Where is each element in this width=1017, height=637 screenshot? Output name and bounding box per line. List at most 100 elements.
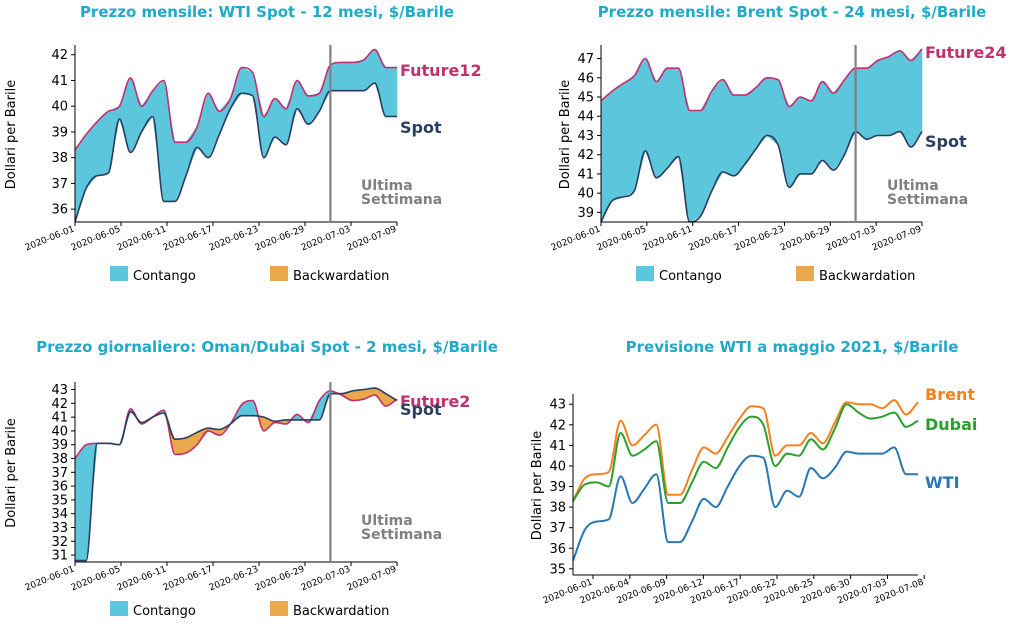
y-tick-label: 39 xyxy=(51,125,68,140)
contango-area xyxy=(755,77,768,150)
x-tick-label: 2020-06-29 xyxy=(254,224,306,253)
legend-contango-swatch xyxy=(636,266,654,281)
y-tick-label: 37 xyxy=(51,177,68,192)
legend-backwardation-label: Backwardation xyxy=(293,269,389,284)
y-tick-label: 36 xyxy=(549,542,566,557)
y-tick-label: 38 xyxy=(51,452,68,467)
legend-contango-label: Contango xyxy=(659,269,722,284)
contango-area xyxy=(622,75,635,198)
spot-line xyxy=(600,130,923,223)
legend-contango-label: Contango xyxy=(133,604,196,619)
chart-p3: Prezzo giornaliero: Oman/Dubai Spot - 2 … xyxy=(4,338,498,619)
dubai-line xyxy=(572,403,919,504)
contango-area xyxy=(888,50,901,136)
y-tick-label: 37 xyxy=(51,466,68,481)
y-tick-label: 32 xyxy=(51,535,68,550)
contango-area xyxy=(855,67,867,140)
contango-area xyxy=(689,110,701,223)
future-line xyxy=(74,48,397,151)
legend-contango-swatch xyxy=(110,266,128,281)
y-axis-label: Dollari per Barile xyxy=(4,418,19,527)
y-tick-label: 38 xyxy=(549,501,566,516)
y-tick-label: 43 xyxy=(549,398,566,413)
last-week-label: Settimana xyxy=(361,527,442,543)
legend-contango-swatch xyxy=(110,601,128,616)
chart-p4: Previsione WTI a maggio 2021, $/Barile Br… xyxy=(530,338,977,606)
future-line xyxy=(74,390,398,460)
contango-area xyxy=(811,80,823,175)
contango-area xyxy=(866,59,879,140)
y-tick-label: 46 xyxy=(577,71,594,86)
y-tick-label: 43 xyxy=(577,129,594,144)
x-tick-label: 2020-06-17 xyxy=(162,225,214,254)
x-tick-label: 2020-06-23 xyxy=(208,225,260,254)
contango-area xyxy=(352,59,364,92)
y-tick-label: 41 xyxy=(549,439,566,454)
y-tick-label: 42 xyxy=(577,148,594,163)
y-tick-label: 39 xyxy=(577,206,594,221)
y-tick-label: 33 xyxy=(51,521,68,536)
chart-title: Prezzo mensile: Brent Spot - 24 mesi, $/… xyxy=(598,3,987,21)
spot-series-label: Spot xyxy=(925,132,967,151)
legend-backwardation-label: Backwardation xyxy=(293,604,389,619)
dubai-series-label: Dubai xyxy=(925,415,977,434)
legend-backwardation-swatch xyxy=(270,601,288,616)
contango-area xyxy=(341,62,353,92)
spot-series-label: Spot xyxy=(400,400,442,419)
wti-line xyxy=(572,446,918,561)
x-tick-label: 2020-06-11 xyxy=(116,225,168,254)
y-tick-label: 35 xyxy=(51,493,68,508)
spot-line xyxy=(74,387,398,562)
y-tick-label: 41 xyxy=(51,411,68,426)
x-tick-label: 2020-06-11 xyxy=(116,565,168,594)
legend-backwardation-swatch xyxy=(270,266,288,281)
y-tick-label: 39 xyxy=(51,438,68,453)
x-tick-label: 2020-06-01 xyxy=(24,565,76,594)
x-tick-label: 2020-06-17 xyxy=(687,225,739,254)
wti-series-label: WTI xyxy=(925,473,960,492)
x-tick-label: 2020-07-09 xyxy=(346,224,398,253)
y-tick-label: 44 xyxy=(577,110,594,125)
x-tick-label: 2020-06-29 xyxy=(779,224,831,253)
contango-area xyxy=(877,56,890,136)
backwardation-area xyxy=(174,437,187,455)
contango-area xyxy=(611,82,624,202)
y-axis-label: Dollari per Barile xyxy=(530,431,545,540)
contango-area xyxy=(656,67,668,179)
spot-series-label: Spot xyxy=(400,118,442,137)
chart-title: Previsione WTI a maggio 2021, $/Barile xyxy=(626,338,959,356)
legend-backwardation-swatch xyxy=(796,266,814,281)
future-series-label: Future12 xyxy=(400,61,482,80)
x-tick-label: 2020-06-01 xyxy=(24,225,76,254)
chart-p2: Prezzo mensile: Brent Spot - 24 mesi, $/… xyxy=(550,3,1007,284)
x-tick-label: 2020-07-09 xyxy=(871,224,923,253)
x-tick-label: 2020-06-17 xyxy=(162,565,214,594)
x-tick-label: 2020-06-05 xyxy=(70,565,122,594)
y-tick-label: 47 xyxy=(577,52,594,67)
last-week-label: Settimana xyxy=(887,192,968,208)
x-tick-label: 2020-06-11 xyxy=(642,225,694,254)
y-tick-label: 41 xyxy=(577,167,594,182)
legend-contango-label: Contango xyxy=(133,269,196,284)
contango-area xyxy=(330,62,342,92)
x-tick-label: 2020-06-23 xyxy=(733,225,785,254)
contango-area xyxy=(822,80,834,171)
contango-area xyxy=(141,89,154,133)
contango-area xyxy=(711,78,724,193)
chart-p1: Prezzo mensile: WTI Spot - 12 mesi, $/Ba… xyxy=(4,3,482,284)
x-tick-label: 2020-07-09 xyxy=(346,564,398,593)
contango-area xyxy=(788,96,801,189)
contango-area xyxy=(74,443,87,561)
y-tick-label: 40 xyxy=(51,424,68,439)
contango-area xyxy=(733,94,746,177)
x-tick-label: 2020-06-29 xyxy=(254,564,306,593)
y-tick-label: 36 xyxy=(51,203,68,218)
future-series-label: Future24 xyxy=(925,43,1007,62)
last-week-label: Ultima xyxy=(887,178,939,194)
spot-line xyxy=(74,82,397,223)
y-axis-label: Dollari per Barile xyxy=(4,80,19,189)
y-tick-label: 39 xyxy=(549,480,566,495)
contango-area xyxy=(152,79,165,202)
y-tick-label: 40 xyxy=(577,187,594,202)
